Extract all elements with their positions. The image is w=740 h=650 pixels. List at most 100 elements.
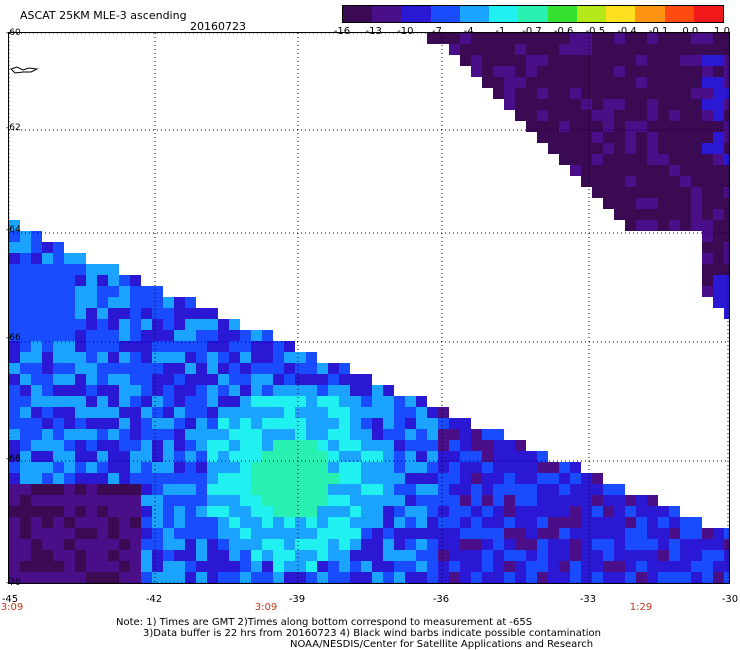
wind-cell xyxy=(119,319,130,330)
wind-cell xyxy=(152,473,163,484)
wind-cell xyxy=(702,572,713,583)
wind-cell xyxy=(724,264,729,275)
wind-cell xyxy=(97,429,108,440)
wind-cell xyxy=(614,77,625,88)
wind-cell xyxy=(130,462,141,473)
wind-cell xyxy=(383,506,394,517)
wind-cell xyxy=(196,352,207,363)
wind-cell xyxy=(20,363,31,374)
wind-cell xyxy=(317,396,328,407)
wind-cell xyxy=(130,341,141,352)
wind-cell xyxy=(625,77,636,88)
wind-cell xyxy=(218,539,229,550)
wind-cell xyxy=(702,88,713,99)
wind-cell xyxy=(42,539,53,550)
wind-cell xyxy=(636,198,647,209)
wind-cell xyxy=(515,462,526,473)
wind-cell xyxy=(306,440,317,451)
wind-cell xyxy=(20,286,31,297)
wind-cell xyxy=(108,385,119,396)
wind-cell xyxy=(86,539,97,550)
wind-cell xyxy=(394,429,405,440)
wind-cell xyxy=(31,506,42,517)
wind-cell xyxy=(526,572,537,583)
wind-cell xyxy=(295,495,306,506)
wind-cell xyxy=(31,330,42,341)
wind-cell xyxy=(493,451,504,462)
wind-cell xyxy=(438,495,449,506)
wind-cell xyxy=(493,528,504,539)
wind-cell xyxy=(141,506,152,517)
wind-cell xyxy=(317,462,328,473)
wind-cell xyxy=(570,88,581,99)
wind-cell xyxy=(548,77,559,88)
wind-cell xyxy=(218,429,229,440)
wind-cell xyxy=(647,66,658,77)
wind-cell xyxy=(20,528,31,539)
wind-cell xyxy=(218,495,229,506)
wind-cell xyxy=(394,550,405,561)
wind-cell xyxy=(284,418,295,429)
wind-cell xyxy=(559,121,570,132)
wind-cell xyxy=(603,198,614,209)
wind-cell xyxy=(108,352,119,363)
wind-cell xyxy=(361,440,372,451)
wind-cell xyxy=(482,517,493,528)
wind-cell xyxy=(273,385,284,396)
wind-cell xyxy=(504,517,515,528)
wind-cell xyxy=(669,517,680,528)
wind-cell xyxy=(713,528,724,539)
wind-cell xyxy=(185,506,196,517)
wind-cell xyxy=(603,88,614,99)
wind-cell xyxy=(20,385,31,396)
wind-cell xyxy=(251,550,262,561)
wind-cell xyxy=(42,297,53,308)
wind-cell xyxy=(713,99,724,110)
wind-cell xyxy=(119,550,130,561)
lat-label-62: -62 xyxy=(6,123,21,133)
wind-cell xyxy=(691,77,702,88)
wind-cell xyxy=(460,44,471,55)
wind-cell xyxy=(196,462,207,473)
wind-cell xyxy=(614,517,625,528)
swath-map xyxy=(8,32,730,584)
wind-cell xyxy=(75,286,86,297)
wind-cell xyxy=(614,495,625,506)
wind-cell xyxy=(130,363,141,374)
wind-cell xyxy=(581,132,592,143)
wind-cell xyxy=(416,462,427,473)
wind-cell xyxy=(581,121,592,132)
wind-cell xyxy=(163,561,174,572)
wind-cell xyxy=(625,99,636,110)
wind-cell xyxy=(482,495,493,506)
wind-cell xyxy=(185,319,196,330)
wind-cell xyxy=(537,550,548,561)
wind-cell xyxy=(603,187,614,198)
wind-cell xyxy=(647,99,658,110)
wind-cell xyxy=(647,176,658,187)
wind-cell xyxy=(460,506,471,517)
wind-cell xyxy=(581,572,592,583)
wind-cell xyxy=(174,484,185,495)
wind-cell xyxy=(427,440,438,451)
wind-cell xyxy=(64,495,75,506)
wind-cell xyxy=(273,506,284,517)
wind-cell xyxy=(526,77,537,88)
product-date: 20160723 xyxy=(190,20,246,33)
wind-cell xyxy=(669,143,680,154)
wind-cell xyxy=(416,506,427,517)
wind-cell xyxy=(9,308,20,319)
wind-cell xyxy=(603,495,614,506)
wind-cell xyxy=(702,66,713,77)
wind-cell xyxy=(9,440,20,451)
wind-cell xyxy=(317,429,328,440)
wind-cell xyxy=(713,220,724,231)
wind-cell xyxy=(548,66,559,77)
wind-cell xyxy=(482,77,493,88)
wind-cell xyxy=(317,495,328,506)
wind-cell xyxy=(295,539,306,550)
wind-cell xyxy=(702,165,713,176)
wind-cell xyxy=(592,77,603,88)
wind-cell xyxy=(394,484,405,495)
wind-cell xyxy=(372,550,383,561)
